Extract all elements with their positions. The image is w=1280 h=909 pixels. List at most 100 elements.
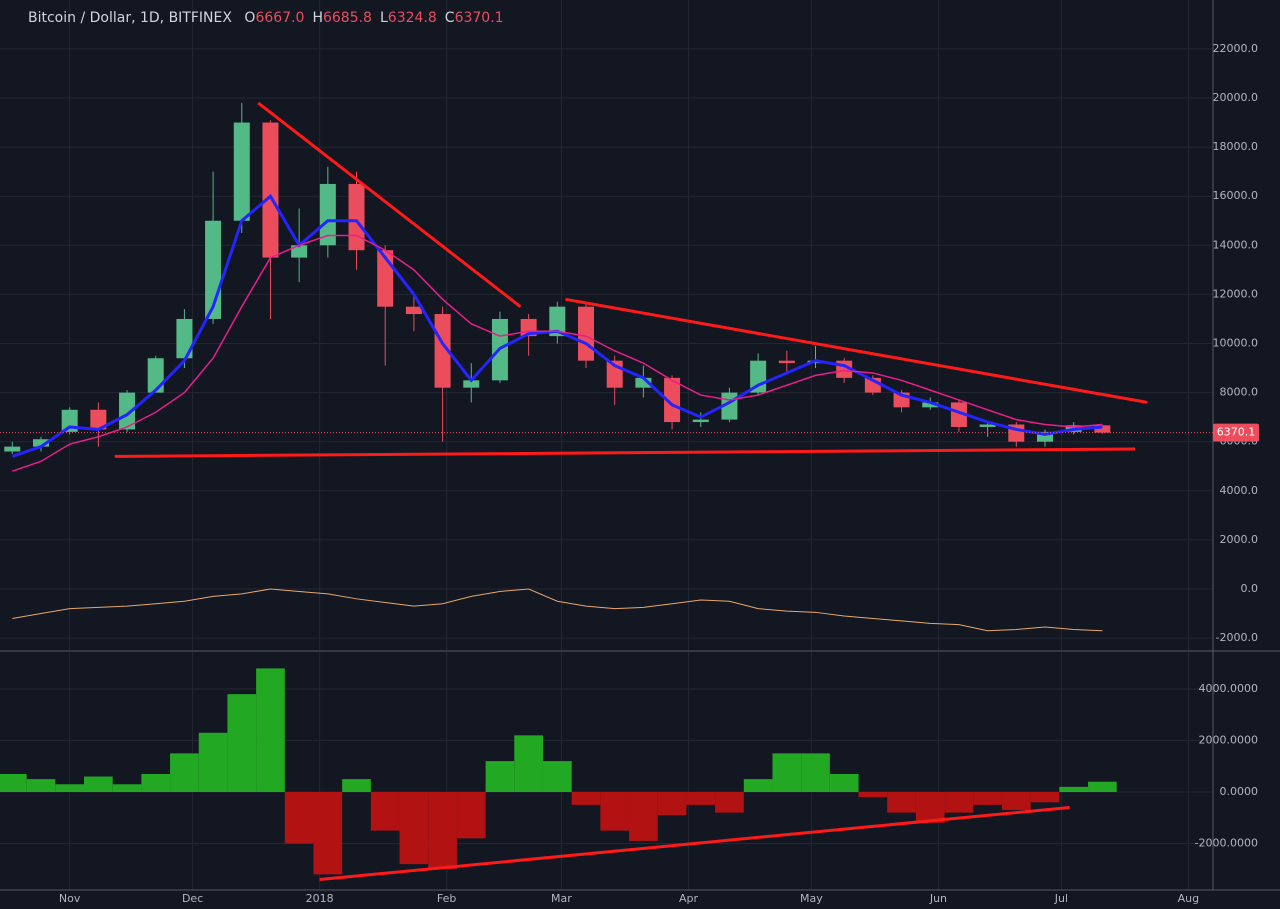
candle-body <box>922 402 939 408</box>
candle-body <box>233 122 250 221</box>
candle-body <box>778 360 795 364</box>
histogram-bar <box>342 779 371 792</box>
x-tick-label: Nov <box>59 892 81 905</box>
y-tick-label: 14000.0 <box>1213 238 1259 251</box>
candle-body <box>176 318 193 359</box>
candle-body <box>1094 425 1111 433</box>
histogram-bar <box>170 753 199 792</box>
histogram-bar <box>571 791 601 805</box>
y-tick-label: 2000.0 <box>1220 533 1259 546</box>
ohlc-text: 6370.1 <box>454 10 504 26</box>
ohlc-text: 6685.8 <box>322 10 372 26</box>
candle-body <box>434 314 451 388</box>
indicator-line <box>12 588 1103 632</box>
x-tick-label: Aug <box>1178 892 1199 905</box>
x-tick-label: May <box>800 892 823 905</box>
ohlc-key: L <box>379 10 388 26</box>
histogram-bar <box>141 773 171 792</box>
y-tick-label: 16000.0 <box>1213 189 1259 202</box>
y-tick-label: 18000.0 <box>1213 140 1259 153</box>
candle-body <box>291 245 308 258</box>
histogram-bar <box>399 791 429 865</box>
y-tick-label: 10000.0 <box>1213 336 1259 349</box>
chart-header: Bitcoin / Dollar, 1D, BITFINEX O6667.0 H6… <box>28 10 504 26</box>
y-tick-label: 4000.0 <box>1220 484 1259 497</box>
x-tick-label: 2018 <box>306 892 334 905</box>
histogram-bar <box>801 753 830 792</box>
histogram-bar <box>600 791 630 831</box>
histogram-bar <box>0 773 27 792</box>
histogram-bar <box>915 791 945 823</box>
y-tick-label: 8000.0 <box>1220 386 1259 399</box>
candle-body <box>147 358 164 393</box>
histogram-bar <box>313 791 343 875</box>
histogram-bar <box>112 784 142 792</box>
y-tick-label: -2000.0 <box>1216 631 1258 644</box>
candle-body <box>1036 431 1053 442</box>
histogram-bar <box>1088 781 1117 792</box>
candle-body <box>979 424 996 427</box>
trendline <box>257 101 522 308</box>
histogram-bar <box>887 791 916 813</box>
histogram-bar <box>55 784 85 792</box>
x-tick-label: Jun <box>929 892 947 905</box>
candle-body <box>664 377 681 423</box>
candle-body <box>90 409 107 430</box>
histogram-bar <box>542 761 572 792</box>
ohlc-key: C <box>444 10 455 26</box>
chart-title[interactable]: Bitcoin / Dollar, 1D, BITFINEX <box>28 10 232 26</box>
histogram-bar <box>227 694 257 792</box>
histogram-bar <box>829 773 859 792</box>
histogram-bar <box>629 791 658 841</box>
candle-body <box>262 122 279 258</box>
x-tick-label: Mar <box>551 892 572 905</box>
x-tick-label: Feb <box>437 892 456 905</box>
ohlc-key: O <box>244 10 256 26</box>
x-tick-label: Jul <box>1054 892 1068 905</box>
y-tick-label: 0.0000 <box>1220 785 1259 798</box>
histogram-bar <box>1001 791 1031 811</box>
trendline <box>114 447 1136 458</box>
candle-body <box>692 419 709 423</box>
y-tick-label: 2000.0000 <box>1199 734 1259 747</box>
histogram-bar <box>256 668 285 792</box>
histogram-bar <box>370 791 400 831</box>
histogram-bar <box>26 779 56 792</box>
trendline <box>319 805 1070 882</box>
y-tick-label: -2000.0000 <box>1195 836 1258 849</box>
indicator-line <box>12 234 1103 472</box>
candle-body <box>348 183 365 251</box>
ohlc-text: 6324.8 <box>387 10 437 26</box>
y-tick-label: 12000.0 <box>1213 287 1259 300</box>
candle-body <box>32 439 49 447</box>
last-price-label: 6370.1 <box>1217 426 1256 439</box>
histogram-bar <box>973 791 1002 805</box>
candle-body <box>119 392 136 430</box>
ohlc-text: 6667.0 <box>255 10 305 26</box>
candle-body <box>405 306 422 315</box>
histogram-bar <box>485 761 515 792</box>
candle-body <box>463 380 480 388</box>
y-tick-label: 4000.0000 <box>1199 682 1259 695</box>
histogram-bar <box>428 791 457 870</box>
histogram-bar <box>743 779 773 792</box>
candle-body <box>4 446 21 452</box>
histogram-bar <box>715 791 744 813</box>
candle-body <box>578 306 595 361</box>
candle-body <box>950 402 967 427</box>
y-tick-label: 22000.0 <box>1213 42 1259 55</box>
histogram-bar <box>514 735 543 792</box>
x-tick-label: Dec <box>182 892 203 905</box>
trendline <box>565 297 1148 404</box>
histogram-bar <box>772 753 802 792</box>
y-tick-label: 20000.0 <box>1213 91 1259 104</box>
last-price-box <box>1213 423 1259 442</box>
histogram-bar <box>686 791 716 805</box>
histogram-bar <box>456 791 486 839</box>
histogram-bar <box>657 791 687 816</box>
histogram-bar <box>1059 786 1089 792</box>
candle-body <box>635 377 652 388</box>
candle-body <box>319 183 336 246</box>
